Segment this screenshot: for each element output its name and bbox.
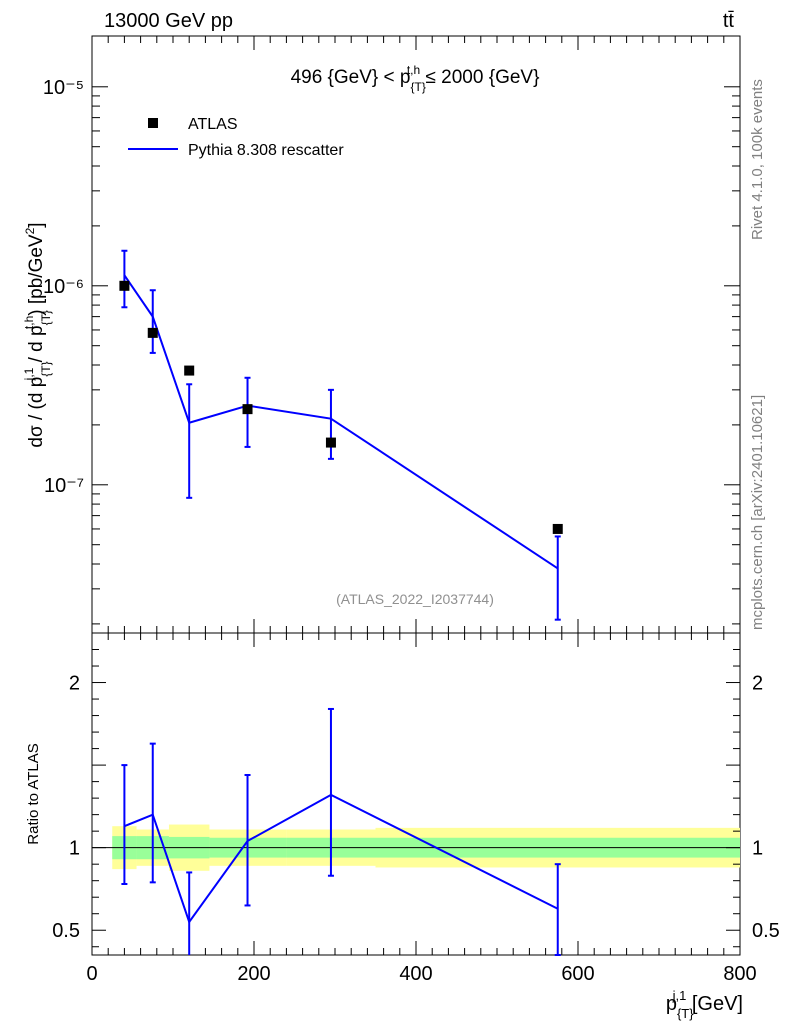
x-tick-label: 0 — [86, 963, 97, 985]
data-point — [147, 327, 158, 338]
ratio-y-tick-label-right: 1 — [752, 838, 763, 860]
ratio-plot-marks — [121, 707, 561, 956]
tick-labels: 0 200 400 600 800 10⁻⁵ 10⁻⁶ 10⁻⁷ 0.5 0.5 1 1 2 2 — [43, 77, 780, 985]
ratio-y-tick-label-left: 0.5 — [52, 920, 80, 942]
cut-label: 496 {GeV} < p{T}t,h ≤ 2000 {GeV} — [291, 63, 540, 94]
main-y-tick-label: 10⁻⁵ — [43, 77, 84, 99]
x-tick-label: 200 — [237, 963, 270, 985]
main-y-tick-label: 10⁻⁶ — [43, 276, 84, 298]
x-axis-label: p{T}j,1 [GeV] — [666, 988, 743, 1021]
mc-line — [123, 274, 559, 570]
ratio-y-tick-label-right: 0.5 — [752, 920, 780, 942]
main-y-axis-label: dσ / (d p{T}j,1 / d p{T}t,h) [pb/GeV2] — [22, 222, 53, 447]
reference-label: (ATLAS_2022_I2037744) — [336, 591, 494, 607]
data-point — [325, 437, 336, 448]
data-point — [242, 404, 253, 415]
data-point — [184, 365, 195, 376]
mcplots-label: mcplots.cern.ch [arXiv:2401.10621] — [749, 395, 766, 630]
ratio-y-tick-label-left: 1 — [69, 838, 80, 860]
ratio-y-tick-label-right: 2 — [752, 673, 763, 695]
ratio-y-axis-label: Ratio to ATLAS — [25, 743, 42, 844]
axis-ticks — [91, 36, 741, 955]
ratio-y-tick-label-left: 2 — [69, 673, 80, 695]
x-tick-label: 600 — [561, 963, 594, 985]
legend-data-label: ATLAS — [188, 116, 238, 133]
data-point — [119, 280, 130, 291]
rivet-label: Rivet 4.1.0, 100k events — [749, 79, 766, 240]
main-plot-marks — [119, 249, 563, 621]
ratio-line — [124, 793, 559, 925]
process-label: tt̄ — [723, 10, 735, 32]
main-y-tick-label: 10⁻⁷ — [44, 475, 84, 497]
energy-label: 13000 GeV pp — [104, 10, 233, 32]
x-tick-label: 400 — [399, 963, 432, 985]
legend-mc-label: Pythia 8.308 rescatter — [188, 142, 344, 159]
x-tick-label: 800 — [723, 963, 756, 985]
data-point — [552, 523, 563, 534]
legend-data-marker — [148, 118, 158, 128]
